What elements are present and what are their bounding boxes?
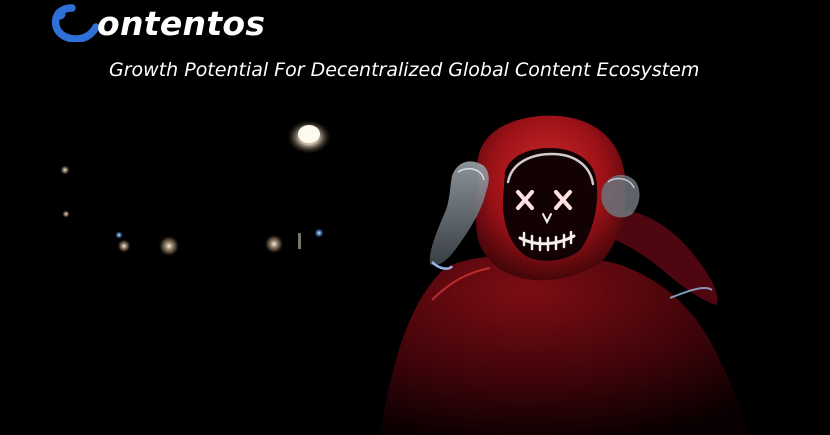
background-lights <box>60 120 331 257</box>
hoodie-body <box>380 254 748 435</box>
neon-mask <box>506 152 595 252</box>
right-hand <box>601 174 640 218</box>
contentos-c-logo-icon <box>51 4 100 42</box>
tagline: Growth Potential For Decentralized Globa… <box>109 59 700 81</box>
brand-name: ontentos <box>97 4 266 43</box>
left-hand <box>429 161 489 270</box>
